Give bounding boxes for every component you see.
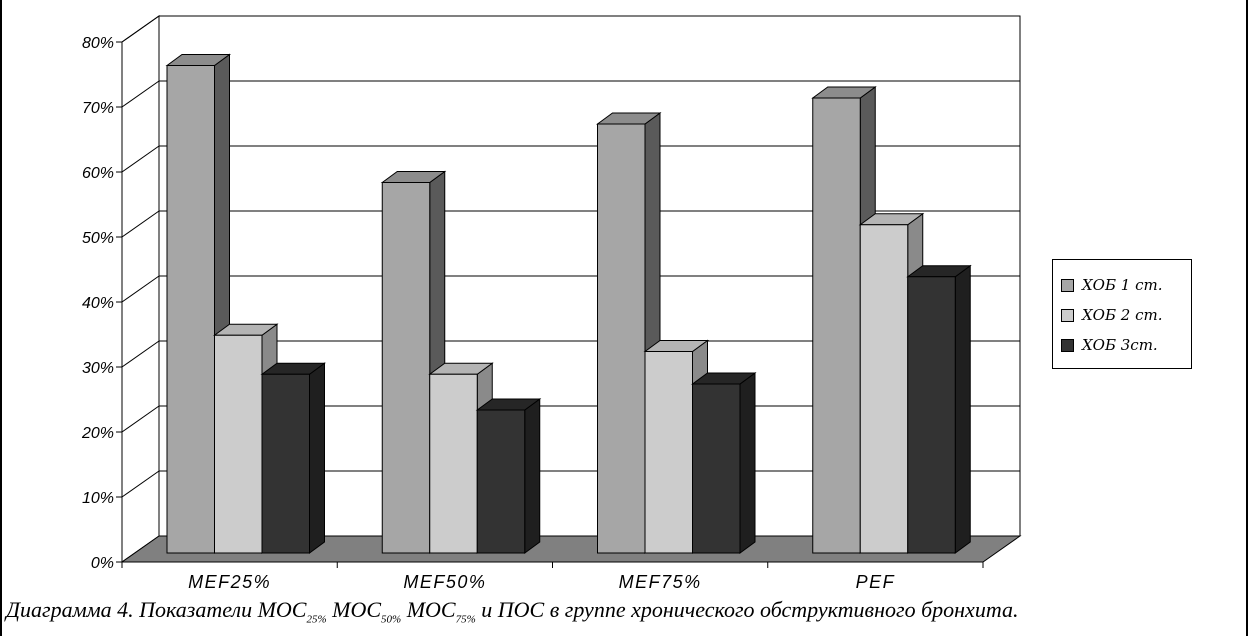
bar-front — [261, 373, 310, 554]
y-tick-label: 70% — [82, 100, 114, 117]
legend-swatch — [1061, 338, 1074, 352]
y-tick-label: 30% — [82, 360, 114, 377]
y-tick-label: 20% — [81, 425, 114, 442]
bar-front — [907, 276, 956, 554]
gridline — [121, 145, 160, 173]
gridline — [121, 210, 160, 238]
gridline — [121, 405, 160, 433]
gridline — [121, 470, 160, 498]
bars — [165, 53, 972, 554]
bar-front — [644, 351, 693, 554]
y-tick-label: 0% — [91, 555, 114, 572]
gridline — [121, 80, 160, 108]
bar-front — [812, 97, 861, 554]
y-tick-label: 10% — [82, 490, 114, 507]
gridline — [121, 15, 160, 43]
bar-side — [954, 264, 971, 554]
caption-subscript: 25% — [306, 613, 327, 626]
legend-item: ХОБ 1 ст. — [1053, 270, 1191, 300]
bar-front — [166, 65, 215, 554]
legend-item: ХОБ 3ст. — [1053, 330, 1191, 360]
x-tick-label: PEF — [856, 572, 896, 592]
y-tick-label: 40% — [82, 295, 114, 312]
x-tick-label: MEF25% — [188, 572, 271, 592]
y-tick-label: 80% — [82, 35, 114, 52]
caption-subscript: 50% — [381, 613, 402, 626]
x-tick-label: MEF75% — [619, 572, 702, 592]
bar-side — [524, 398, 541, 554]
legend: ХОБ 1 ст. ХОБ 2 ст. ХОБ 3ст. — [1052, 259, 1192, 369]
bar — [906, 264, 972, 554]
gridline — [121, 340, 160, 368]
bar — [260, 362, 327, 554]
legend-label: ХОБ 3ст. — [1082, 336, 1158, 354]
x-tick-label: MEF50% — [403, 572, 486, 592]
legend-item: ХОБ 2 ст. — [1053, 300, 1191, 330]
gridline — [121, 275, 160, 303]
caption-suffix: и ПОС в группе хронического обструктивно… — [475, 597, 1019, 622]
caption-text: МОС — [401, 597, 456, 622]
bar-front — [597, 123, 646, 554]
bar-side — [739, 372, 756, 554]
y-tick-label: 50% — [82, 230, 114, 247]
bar — [475, 398, 542, 554]
legend-label: ХОБ 2 ст. — [1082, 306, 1163, 324]
x-axis: MEF25% MEF50% MEF75% PEF — [121, 561, 984, 592]
y-axis: 0% 10% 20% 30% 40% 50% 60% 70% 80% — [81, 35, 123, 572]
y-tick-label: 60% — [82, 165, 114, 182]
legend-swatch — [1061, 308, 1074, 322]
legend-swatch — [1061, 278, 1074, 292]
bar-front — [429, 373, 478, 554]
caption-prefix: Диаграмма 4. Показатели МОС — [6, 597, 307, 622]
bar-front — [859, 224, 909, 554]
bar — [690, 372, 757, 554]
bar-side — [309, 362, 325, 554]
bar — [380, 170, 447, 554]
figure-caption: Диаграмма 4. Показатели МОС25% МОС50% МО… — [6, 597, 1246, 625]
legend-label: ХОБ 1 ст. — [1082, 276, 1163, 294]
bar-front — [381, 182, 431, 554]
bar-front — [692, 383, 741, 554]
caption-subscript: 75% — [455, 613, 476, 626]
caption-text: МОС — [326, 597, 382, 622]
bar-front — [476, 409, 526, 554]
bar-front — [214, 334, 263, 554]
